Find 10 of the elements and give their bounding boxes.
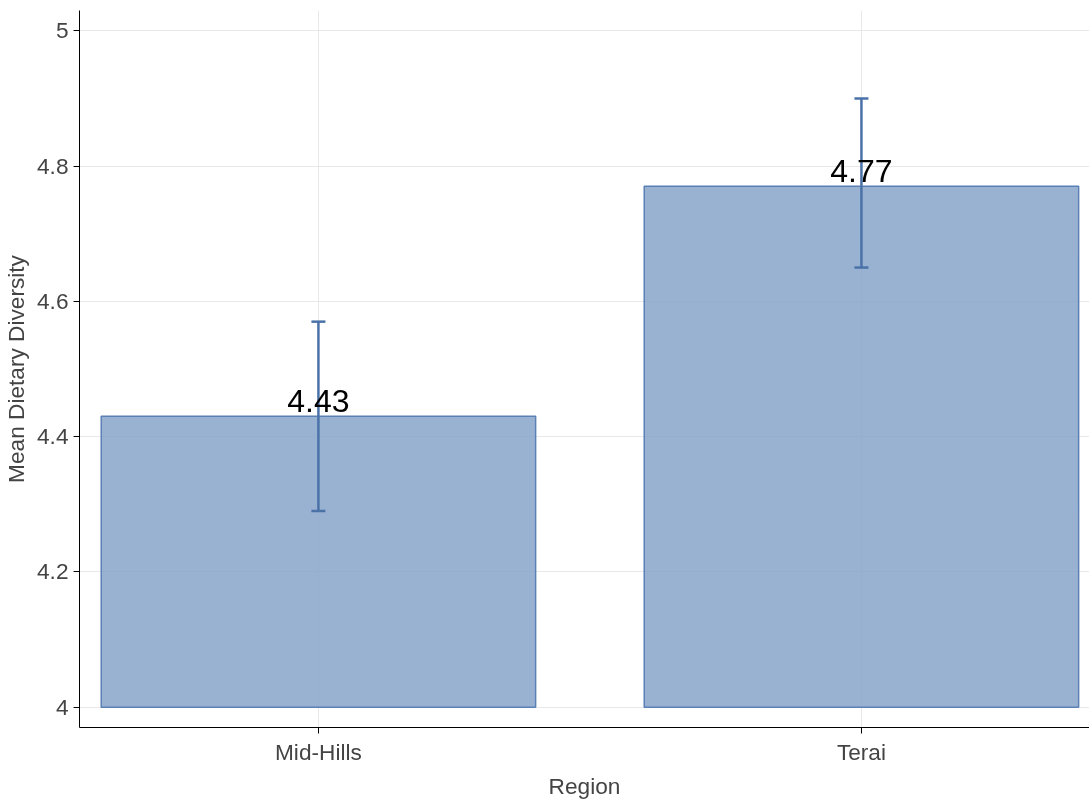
y-tick-label: 4.2 — [37, 558, 69, 585]
x-tick-label: Mid-Hills — [275, 738, 362, 765]
y-axis-title: Mean Dietary Diversity — [3, 254, 29, 483]
y-tick-label: 4 — [55, 693, 69, 720]
y-tick-label: 5 — [55, 17, 69, 44]
y-tick-label: 4.4 — [37, 423, 69, 450]
y-tick-label: 4.6 — [37, 287, 69, 314]
x-axis-title: Region — [548, 772, 621, 799]
y-tick-label: 4.8 — [37, 152, 69, 179]
x-tick-label: Terai — [836, 738, 886, 765]
